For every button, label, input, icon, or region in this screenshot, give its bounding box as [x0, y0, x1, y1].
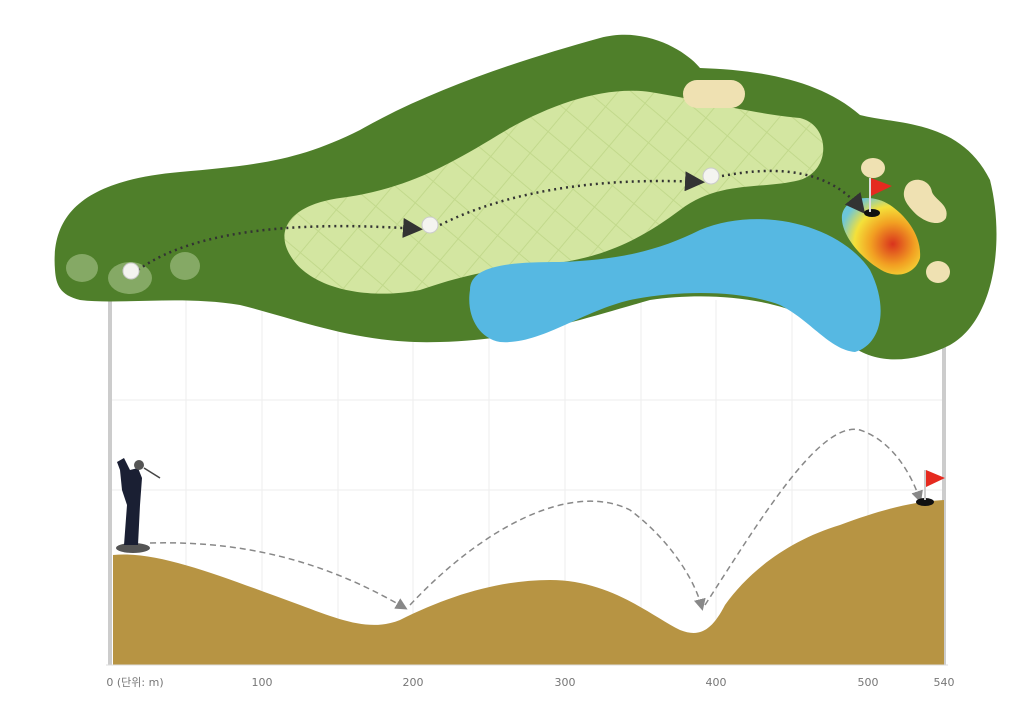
x-axis-label: 100: [252, 676, 273, 689]
tee-boxes: [66, 252, 200, 294]
x-axis-label: 200: [403, 676, 424, 689]
balls: [122, 167, 720, 280]
end-flag: [916, 470, 945, 506]
flag: [864, 178, 892, 217]
water-hazard: [469, 219, 881, 352]
terrain: [113, 500, 944, 665]
x-axis-label: 540: [934, 676, 955, 689]
x-axis-labels: 0 (단위: m) 100 200 300 400 500 540: [106, 676, 954, 689]
shot-path: [721, 169, 866, 214]
x-axis-label: 500: [858, 676, 879, 689]
bunkers: [683, 80, 950, 283]
terrain-shots: [149, 428, 923, 611]
shot-path: [137, 217, 423, 272]
x-axis-label: 0 (단위: m): [106, 676, 163, 689]
fairway: [284, 90, 824, 294]
x-axis-label: 400: [706, 676, 727, 689]
green-heatmap: [841, 197, 921, 275]
shot-path: [439, 171, 705, 227]
x-axis-label: 300: [555, 676, 576, 689]
golfer: [116, 458, 161, 553]
